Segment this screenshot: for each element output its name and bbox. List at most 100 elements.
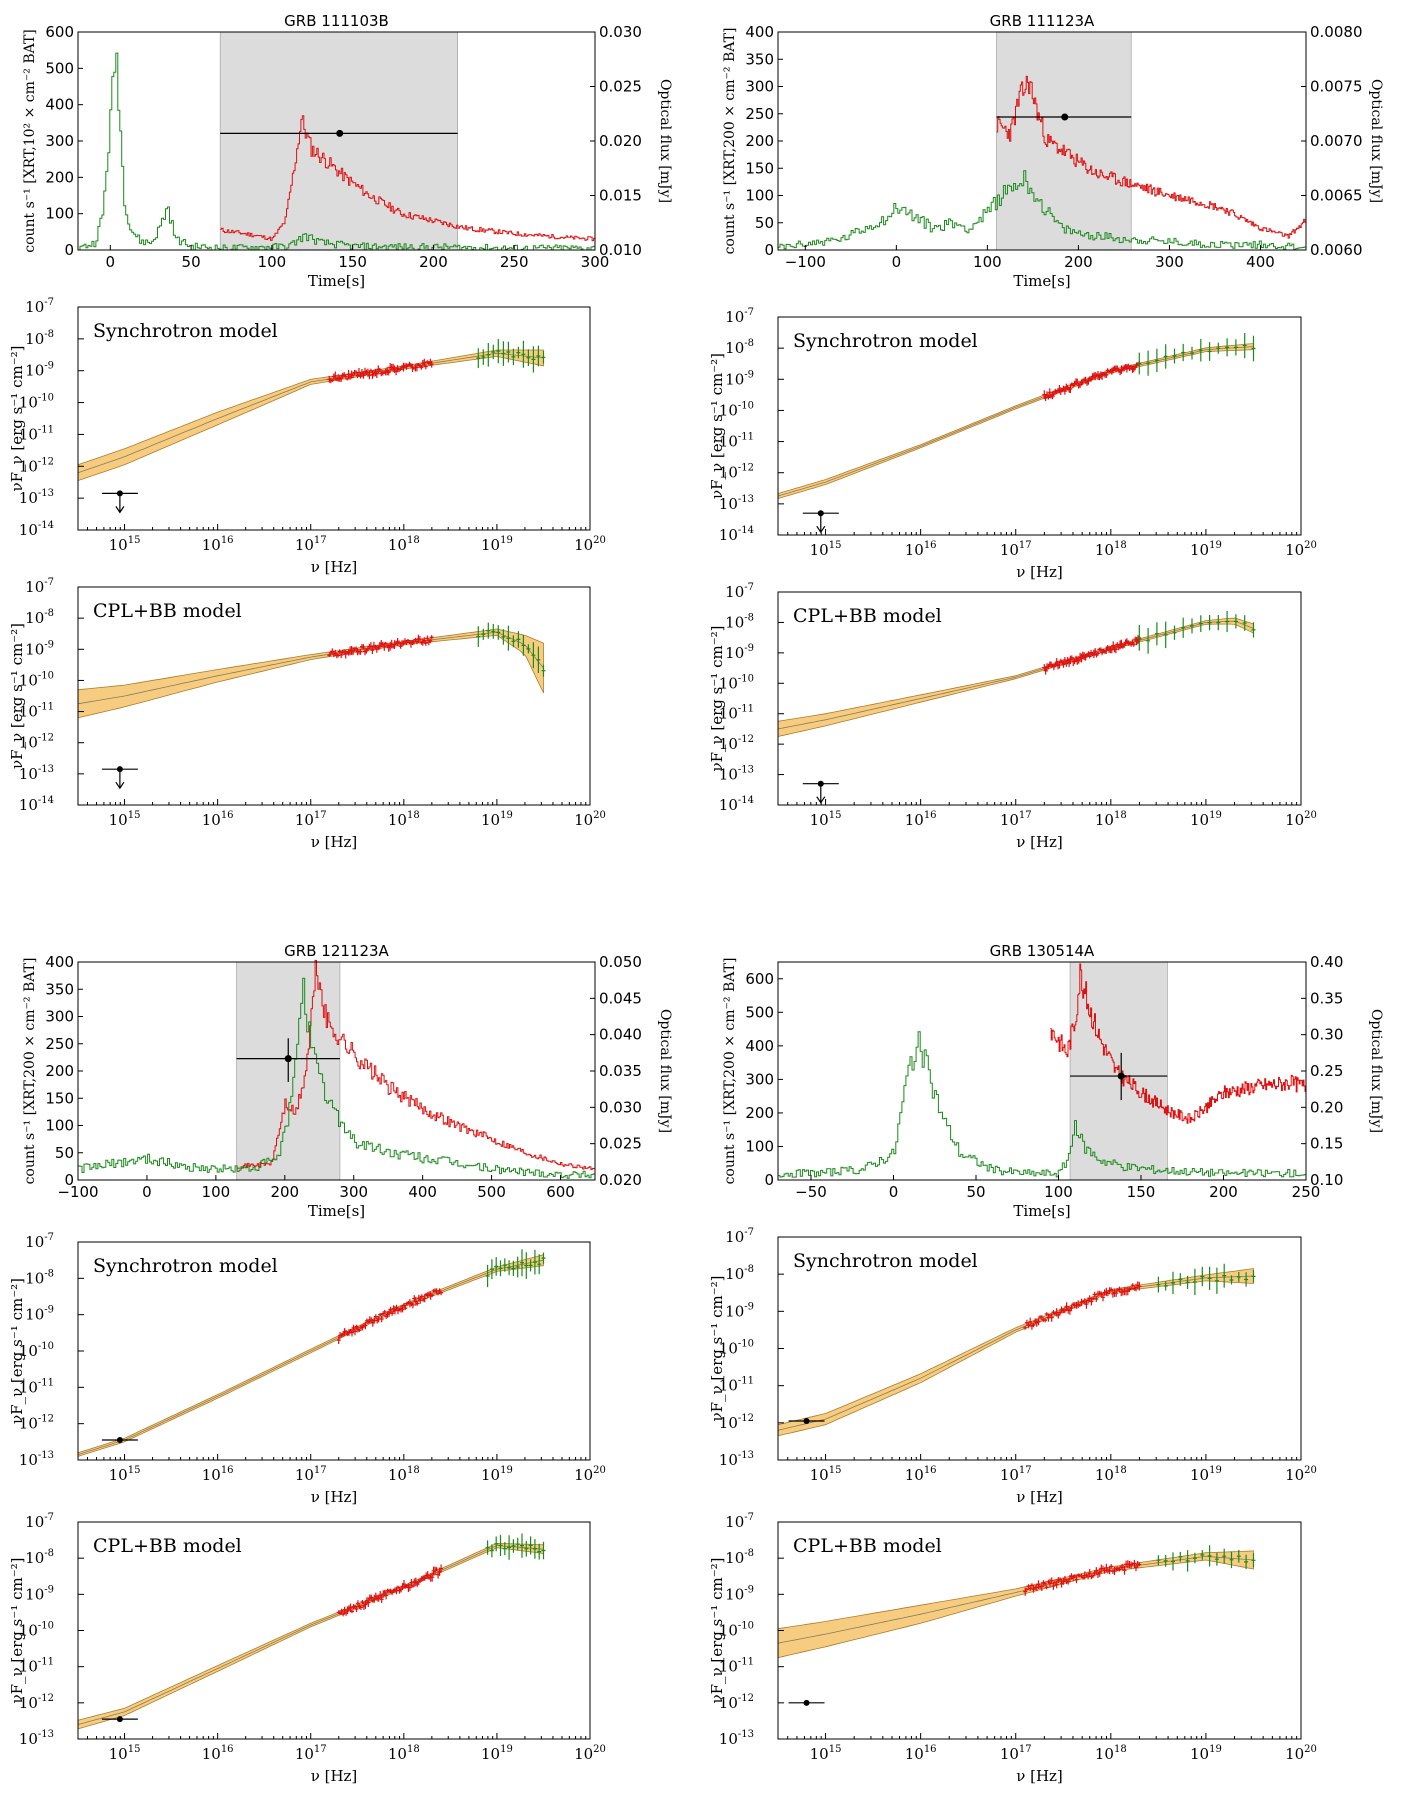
y-tick-label: 10-9 [25,361,54,380]
bat-spectrum-points [485,1249,546,1288]
y-tick-exponent: -12 [738,1413,754,1424]
y-tick-label: 10-8 [25,329,54,348]
y2-tick-label: 0.0075 [1310,78,1363,96]
y-tick-exponent: -10 [38,670,54,681]
y-axis-label: νF_ν [erg s⁻¹ cm⁻²] [708,1558,726,1704]
xrt-spectrum-points [336,1564,444,1617]
y-tick-label: 10-7 [25,297,54,316]
y-tick-label: 10-8 [725,1264,754,1283]
x-tick-exponent: 15 [128,1465,141,1476]
x-tick-label: 1020 [1285,810,1317,829]
x-axis-label: ν [Hz] [1016,833,1063,851]
y-tick-label: 250 [45,1035,74,1053]
y2-tick-label: 0.20 [1310,1098,1343,1116]
y-tick-exponent: -11 [738,432,754,443]
x-tick-label: 1018 [1095,1744,1127,1763]
y-tick-exponent: -11 [38,1657,54,1668]
y-tick-label: 10-7 [25,1232,54,1251]
optical-upper-limit-arrow [115,506,125,514]
x-tick-label: 1018 [388,1744,420,1763]
optical-upper-limit-arrow [115,781,125,790]
model-label: CPL+BB model [93,600,242,622]
x-tick-exponent: 15 [829,540,842,551]
y2-tick-label: 0.15 [1310,1135,1343,1153]
model-band [77,1254,544,1457]
y-tick-exponent: -11 [738,1657,754,1668]
y-tick-label: 200 [45,168,74,186]
y-tick-exponent: -11 [738,704,754,715]
y2-tick-label: 0.035 [599,1062,642,1080]
bat-spectrum-points [1156,1545,1256,1572]
y-axis-label: νF_ν [erg s⁻¹ cm⁻²] [708,353,726,499]
x-tick-label: 150 [338,253,367,271]
x-tick-exponent: 18 [1114,1744,1127,1755]
x-tick-exponent: 19 [1209,810,1222,821]
x-tick-label: 200 [419,253,448,271]
x-tick-label: 500 [477,1183,506,1201]
y-tick-exponent: -14 [738,795,754,806]
y-tick-exponent: -10 [38,1341,54,1352]
x-tick-label: 1020 [574,1465,606,1484]
optical-point [116,766,123,773]
x-tick-label: 1018 [388,535,420,554]
x-tick-label: 1016 [202,1744,234,1763]
y-tick-label: 300 [745,78,774,96]
x-tick-label: 200 [1209,1183,1238,1201]
chart-title: GRB 111123A [990,12,1095,30]
y-tick-label: 50 [755,214,774,232]
y-tick-label: 0 [64,241,74,259]
y-tick-label: 10-8 [25,1268,54,1287]
x-tick-label: 50 [182,253,201,271]
y2-tick-label: 0.0065 [1310,187,1363,205]
y-tick-exponent: -9 [44,639,54,650]
xrt-spectrum-points [1023,1559,1142,1596]
model-curve [777,1555,1254,1644]
y-tick-label: 10-7 [725,582,754,601]
x-axis-label: ν [Hz] [311,833,358,851]
x-tick-exponent: 15 [128,810,141,821]
x-tick-label: 300 [1155,253,1184,271]
y-tick-exponent: -9 [44,1584,54,1595]
y-tick-label: 10-8 [25,1548,54,1567]
y-tick-exponent: -10 [38,393,54,404]
x-tick-label: 1017 [1000,540,1032,559]
y-tick-exponent: -8 [44,329,54,340]
x-tick-exponent: 17 [314,810,327,821]
plot-frame [77,306,591,531]
model-label: Synchrotron model [93,1255,278,1277]
optical-point [1061,113,1069,121]
x-tick-exponent: 16 [221,535,234,546]
xrt-spectrum-points [327,634,434,659]
y2-tick-label: 0.020 [599,1171,642,1189]
x-tick-exponent: 16 [221,810,234,821]
x-tick-label: 0 [106,253,116,271]
plot-frame [77,586,591,806]
y-tick-exponent: -8 [744,1264,754,1275]
x-tick-label: 300 [581,253,610,271]
x-tick-exponent: 15 [128,1744,141,1755]
y-tick-label: 10-9 [725,369,754,388]
optical-point [116,1716,123,1723]
x-tick-exponent: 19 [1209,540,1222,551]
y-tick-label: 0 [764,1171,774,1189]
model-label: Synchrotron model [93,320,278,342]
y-tick-exponent: -12 [38,733,54,744]
y-tick-exponent: -11 [38,702,54,713]
x-tick-label: 100 [1044,1183,1073,1201]
xrt-lightcurve [236,959,596,1171]
y-tick-label: 350 [45,980,74,998]
y-tick-label: 10-9 [25,1305,54,1324]
bat-lightcurve [778,1031,1307,1178]
bat-spectrum-points [1156,1263,1256,1296]
x-tick-exponent: 16 [221,1465,234,1476]
y-tick-exponent: -13 [738,1729,754,1740]
plot-frame [777,591,1302,806]
x-tick-exponent: 15 [829,810,842,821]
x-tick-label: 200 [1064,253,1093,271]
x-tick-label: 1019 [1190,540,1222,559]
x-tick-label: 300 [339,1183,368,1201]
y-tick-label: 10-9 [725,643,754,662]
x-tick-exponent: 16 [924,810,937,821]
y-tick-exponent: -9 [744,1584,754,1595]
y-tick-exponent: -7 [744,582,754,593]
